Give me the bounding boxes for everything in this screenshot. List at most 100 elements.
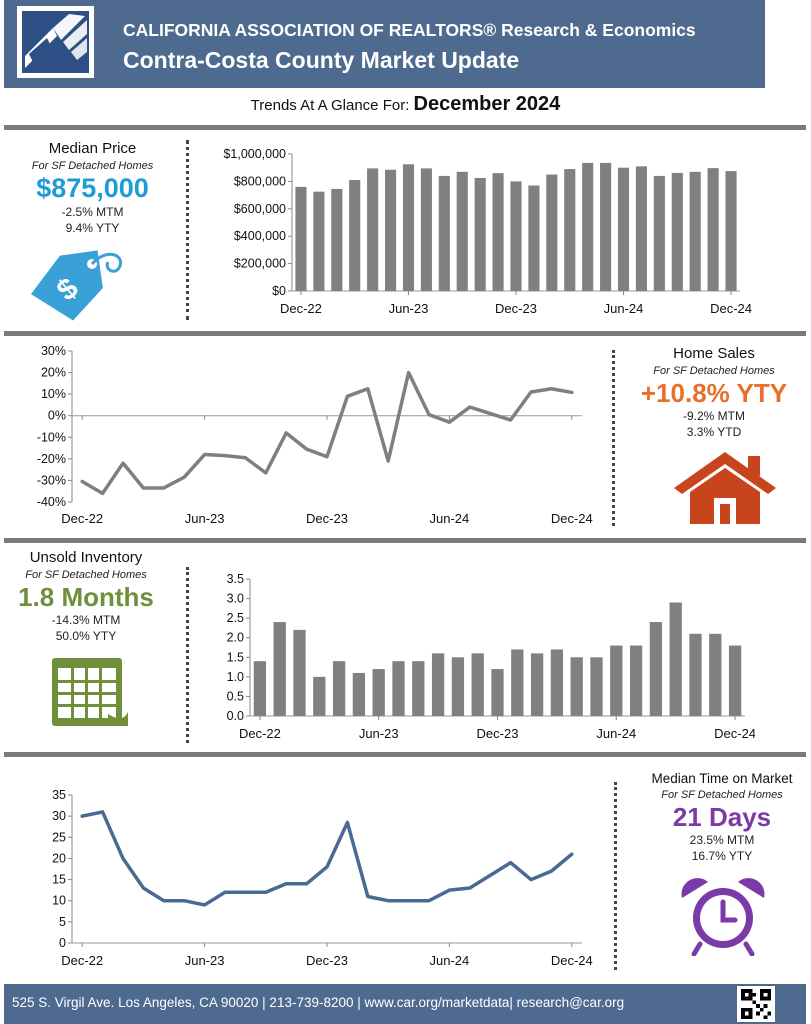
bar: [331, 188, 343, 291]
bar: [273, 622, 286, 716]
y-tick-label: $800,000: [234, 174, 286, 188]
calendar-icon: [52, 658, 128, 726]
x-tick-label: Jun-24: [596, 726, 636, 741]
x-tick-label: Dec-24: [710, 301, 752, 316]
bar: [510, 181, 522, 291]
y-tick-label: 5: [59, 915, 66, 929]
y-tick-label: 2.5: [227, 611, 244, 625]
x-tick-label: Dec-22: [61, 953, 103, 968]
time-on-market-panel: Median Time on Market For SF Detached Ho…: [634, 771, 810, 864]
footer-contact: 525 S. Virgil Ave. Los Angeles, CA 90020…: [12, 995, 625, 1010]
unsold-inventory-mtm: -14.3% MTM: [51, 612, 121, 627]
series-line: [80, 370, 574, 496]
x-tick-label: Jun-23: [185, 511, 225, 526]
home-sales-subtitle: For SF Detached Homes: [653, 365, 775, 377]
bar: [352, 672, 366, 716]
time-on-market-subtitle: For SF Detached Homes: [661, 789, 783, 801]
trends-lead: Trends At A Glance For:: [250, 97, 414, 114]
y-tick-label: 1.5: [227, 650, 244, 664]
series-line: [80, 810, 574, 907]
dotted-separator: [612, 350, 615, 526]
bar: [313, 676, 326, 716]
bar: [474, 177, 486, 291]
header-report-title: Contra-Costa County Market Update: [123, 47, 520, 73]
y-tick-label: 30%: [41, 344, 66, 358]
x-tick-label: Jun-24: [430, 953, 470, 968]
bar: [332, 661, 346, 716]
y-tick-label: -30%: [37, 473, 66, 487]
y-tick-label: -40%: [37, 495, 66, 509]
bar: [669, 602, 682, 716]
home-sales-title: Home Sales: [673, 345, 755, 362]
unsold-inventory-title: Unsold Inventory: [29, 549, 143, 566]
bar: [253, 661, 267, 716]
bar: [590, 657, 603, 716]
x-tick-label: Dec-23: [306, 511, 348, 526]
x-tick-label: Dec-22: [239, 726, 281, 741]
divider: [4, 752, 806, 757]
unsold-inventory-panel: Unsold Inventory For SF Detached Homes 1…: [6, 549, 166, 644]
bar: [392, 661, 405, 716]
median-price-panel: Median Price For SF Detached Homes $875,…: [10, 140, 175, 236]
bar: [709, 633, 722, 716]
price-tag-icon: $: [30, 250, 123, 321]
y-tick-label: $200,000: [234, 257, 286, 271]
x-tick-label: Jun-24: [604, 301, 644, 316]
x-tick-label: Jun-23: [389, 301, 429, 316]
trends-heading: Trends At A Glance For: December 2024: [0, 93, 811, 116]
y-tick-label: 1.0: [227, 670, 244, 684]
bar: [707, 168, 719, 291]
x-tick-label: Dec-22: [61, 511, 103, 526]
y-tick-label: 25: [52, 830, 66, 844]
bar: [570, 657, 583, 716]
x-tick-label: Dec-22: [280, 301, 322, 316]
footer-bar: 525 S. Virgil Ave. Los Angeles, CA 90020…: [4, 984, 806, 1024]
x-tick-label: Jun-23: [359, 726, 399, 741]
median-price-value: $875,000: [36, 173, 149, 203]
time-on-market-title: Median Time on Market: [651, 771, 793, 786]
y-tick-label: 35: [52, 788, 66, 802]
home-sales-ytd: 3.3% YTD: [686, 424, 742, 439]
bar: [528, 185, 540, 291]
divider: [4, 331, 806, 336]
x-tick-label: Dec-24: [551, 511, 593, 526]
y-tick-label: $1,000,000: [223, 147, 286, 161]
time-on-market-value: 21 Days: [672, 802, 772, 832]
y-tick-label: 10: [52, 894, 66, 908]
divider: [4, 538, 806, 543]
bar: [653, 175, 665, 291]
bar: [635, 166, 647, 291]
home-sales-value: +10.8% YTY: [640, 378, 788, 408]
unsold-inventory-yty: 50.0% YTY: [55, 628, 117, 643]
home-sales-panel: Home Sales For SF Detached Homes +10.8% …: [626, 345, 802, 440]
bar: [689, 633, 702, 716]
y-tick-label: 3.0: [227, 592, 244, 606]
car-logo: [17, 6, 94, 78]
bar: [385, 169, 397, 291]
bar: [564, 169, 576, 291]
x-tick-label: Jun-24: [430, 511, 470, 526]
bar: [617, 167, 630, 291]
home-sales-mtm: -9.2% MTM: [682, 408, 745, 423]
y-tick-label: 0.5: [227, 689, 244, 703]
bar: [456, 171, 468, 291]
y-tick-label: 15: [52, 873, 66, 887]
bar: [372, 669, 385, 716]
y-tick-label: 0%: [48, 409, 66, 423]
y-tick-label: $600,000: [234, 202, 286, 216]
y-tick-label: 2.0: [227, 631, 244, 645]
qr-code-graphic: [741, 989, 771, 1019]
bar: [689, 171, 701, 291]
x-tick-label: Dec-24: [714, 726, 755, 741]
report-month: December 2024: [413, 93, 561, 115]
y-tick-label: 20: [52, 851, 66, 865]
bar: [600, 162, 612, 291]
bar: [491, 669, 504, 716]
y-tick-label: 0: [59, 936, 66, 950]
y-tick-label: $0: [272, 284, 286, 298]
bar: [402, 164, 415, 291]
bar: [295, 186, 307, 291]
bar: [582, 162, 594, 291]
unsold-inventory-value: 1.8 Months: [18, 582, 154, 612]
time-on-market-mtm: 23.5% MTM: [689, 832, 755, 847]
